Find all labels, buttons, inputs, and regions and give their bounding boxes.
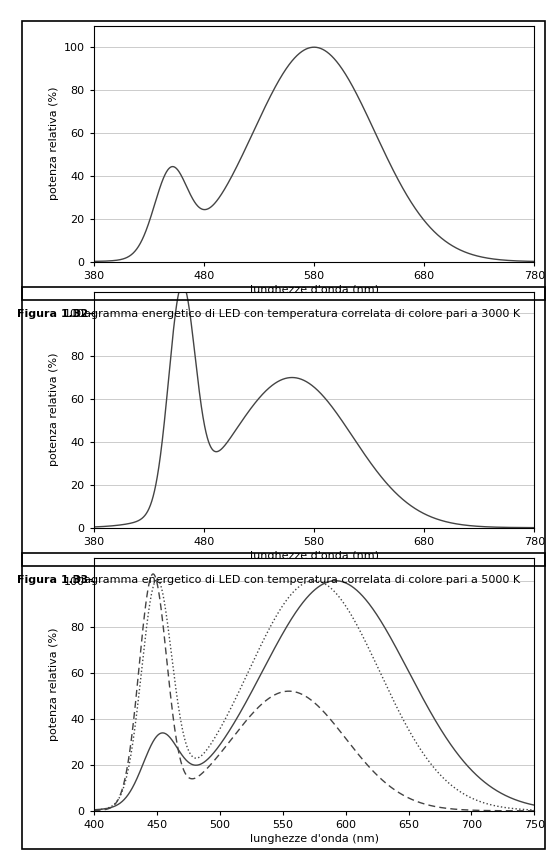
5000 K [307, 694, 314, 704]
3500 K [537, 805, 544, 815]
X-axis label: lunghezze d'onda (nm): lunghezze d'onda (nm) [250, 834, 379, 844]
5000 K [442, 803, 449, 813]
5000 K [88, 806, 94, 816]
2600 K [525, 799, 531, 809]
Y-axis label: potenza relativa (%): potenza relativa (%) [50, 87, 60, 201]
Line: 3500 K: 3500 K [91, 579, 541, 810]
5000 K [525, 806, 531, 816]
5000 K [525, 806, 531, 816]
Line: 5000 K: 5000 K [91, 574, 541, 811]
3500 K [442, 775, 449, 785]
3500 K [525, 805, 531, 815]
Text: Diagramma energetico di LED con temperatura correlata di colore pari a 5000 K: Diagramma energetico di LED con temperat… [69, 575, 520, 585]
Text: Diagramma energetico di LED con temperatura correlata di colore pari a 3000 K: Diagramma energetico di LED con temperat… [69, 309, 520, 319]
5000 K [295, 687, 301, 698]
Y-axis label: potenza relativa (%): potenza relativa (%) [50, 627, 60, 741]
Text: Figura 1.32-: Figura 1.32- [17, 309, 93, 319]
2600 K [306, 589, 313, 600]
5000 K [537, 806, 544, 816]
2600 K [88, 805, 94, 815]
2600 K [295, 604, 301, 614]
2600 K [537, 801, 544, 812]
X-axis label: lunghezze d'onda (nm): lunghezze d'onda (nm) [250, 551, 379, 561]
2600 K [332, 576, 339, 586]
2600 K [525, 799, 531, 809]
5000 K [150, 569, 156, 579]
5000 K [111, 800, 117, 810]
Y-axis label: potenza relativa (%): potenza relativa (%) [50, 353, 60, 467]
3500 K [525, 805, 531, 815]
X-axis label: lunghezze d'onda (nm): lunghezze d'onda (nm) [250, 285, 379, 295]
Text: Figura 1.33-: Figura 1.33- [17, 575, 92, 585]
Line: 2600 K: 2600 K [91, 581, 541, 810]
3500 K [295, 583, 301, 593]
2600 K [111, 801, 117, 812]
3500 K [154, 574, 160, 584]
3500 K [307, 576, 314, 586]
3500 K [111, 800, 117, 810]
2600 K [442, 732, 449, 742]
3500 K [88, 805, 94, 815]
